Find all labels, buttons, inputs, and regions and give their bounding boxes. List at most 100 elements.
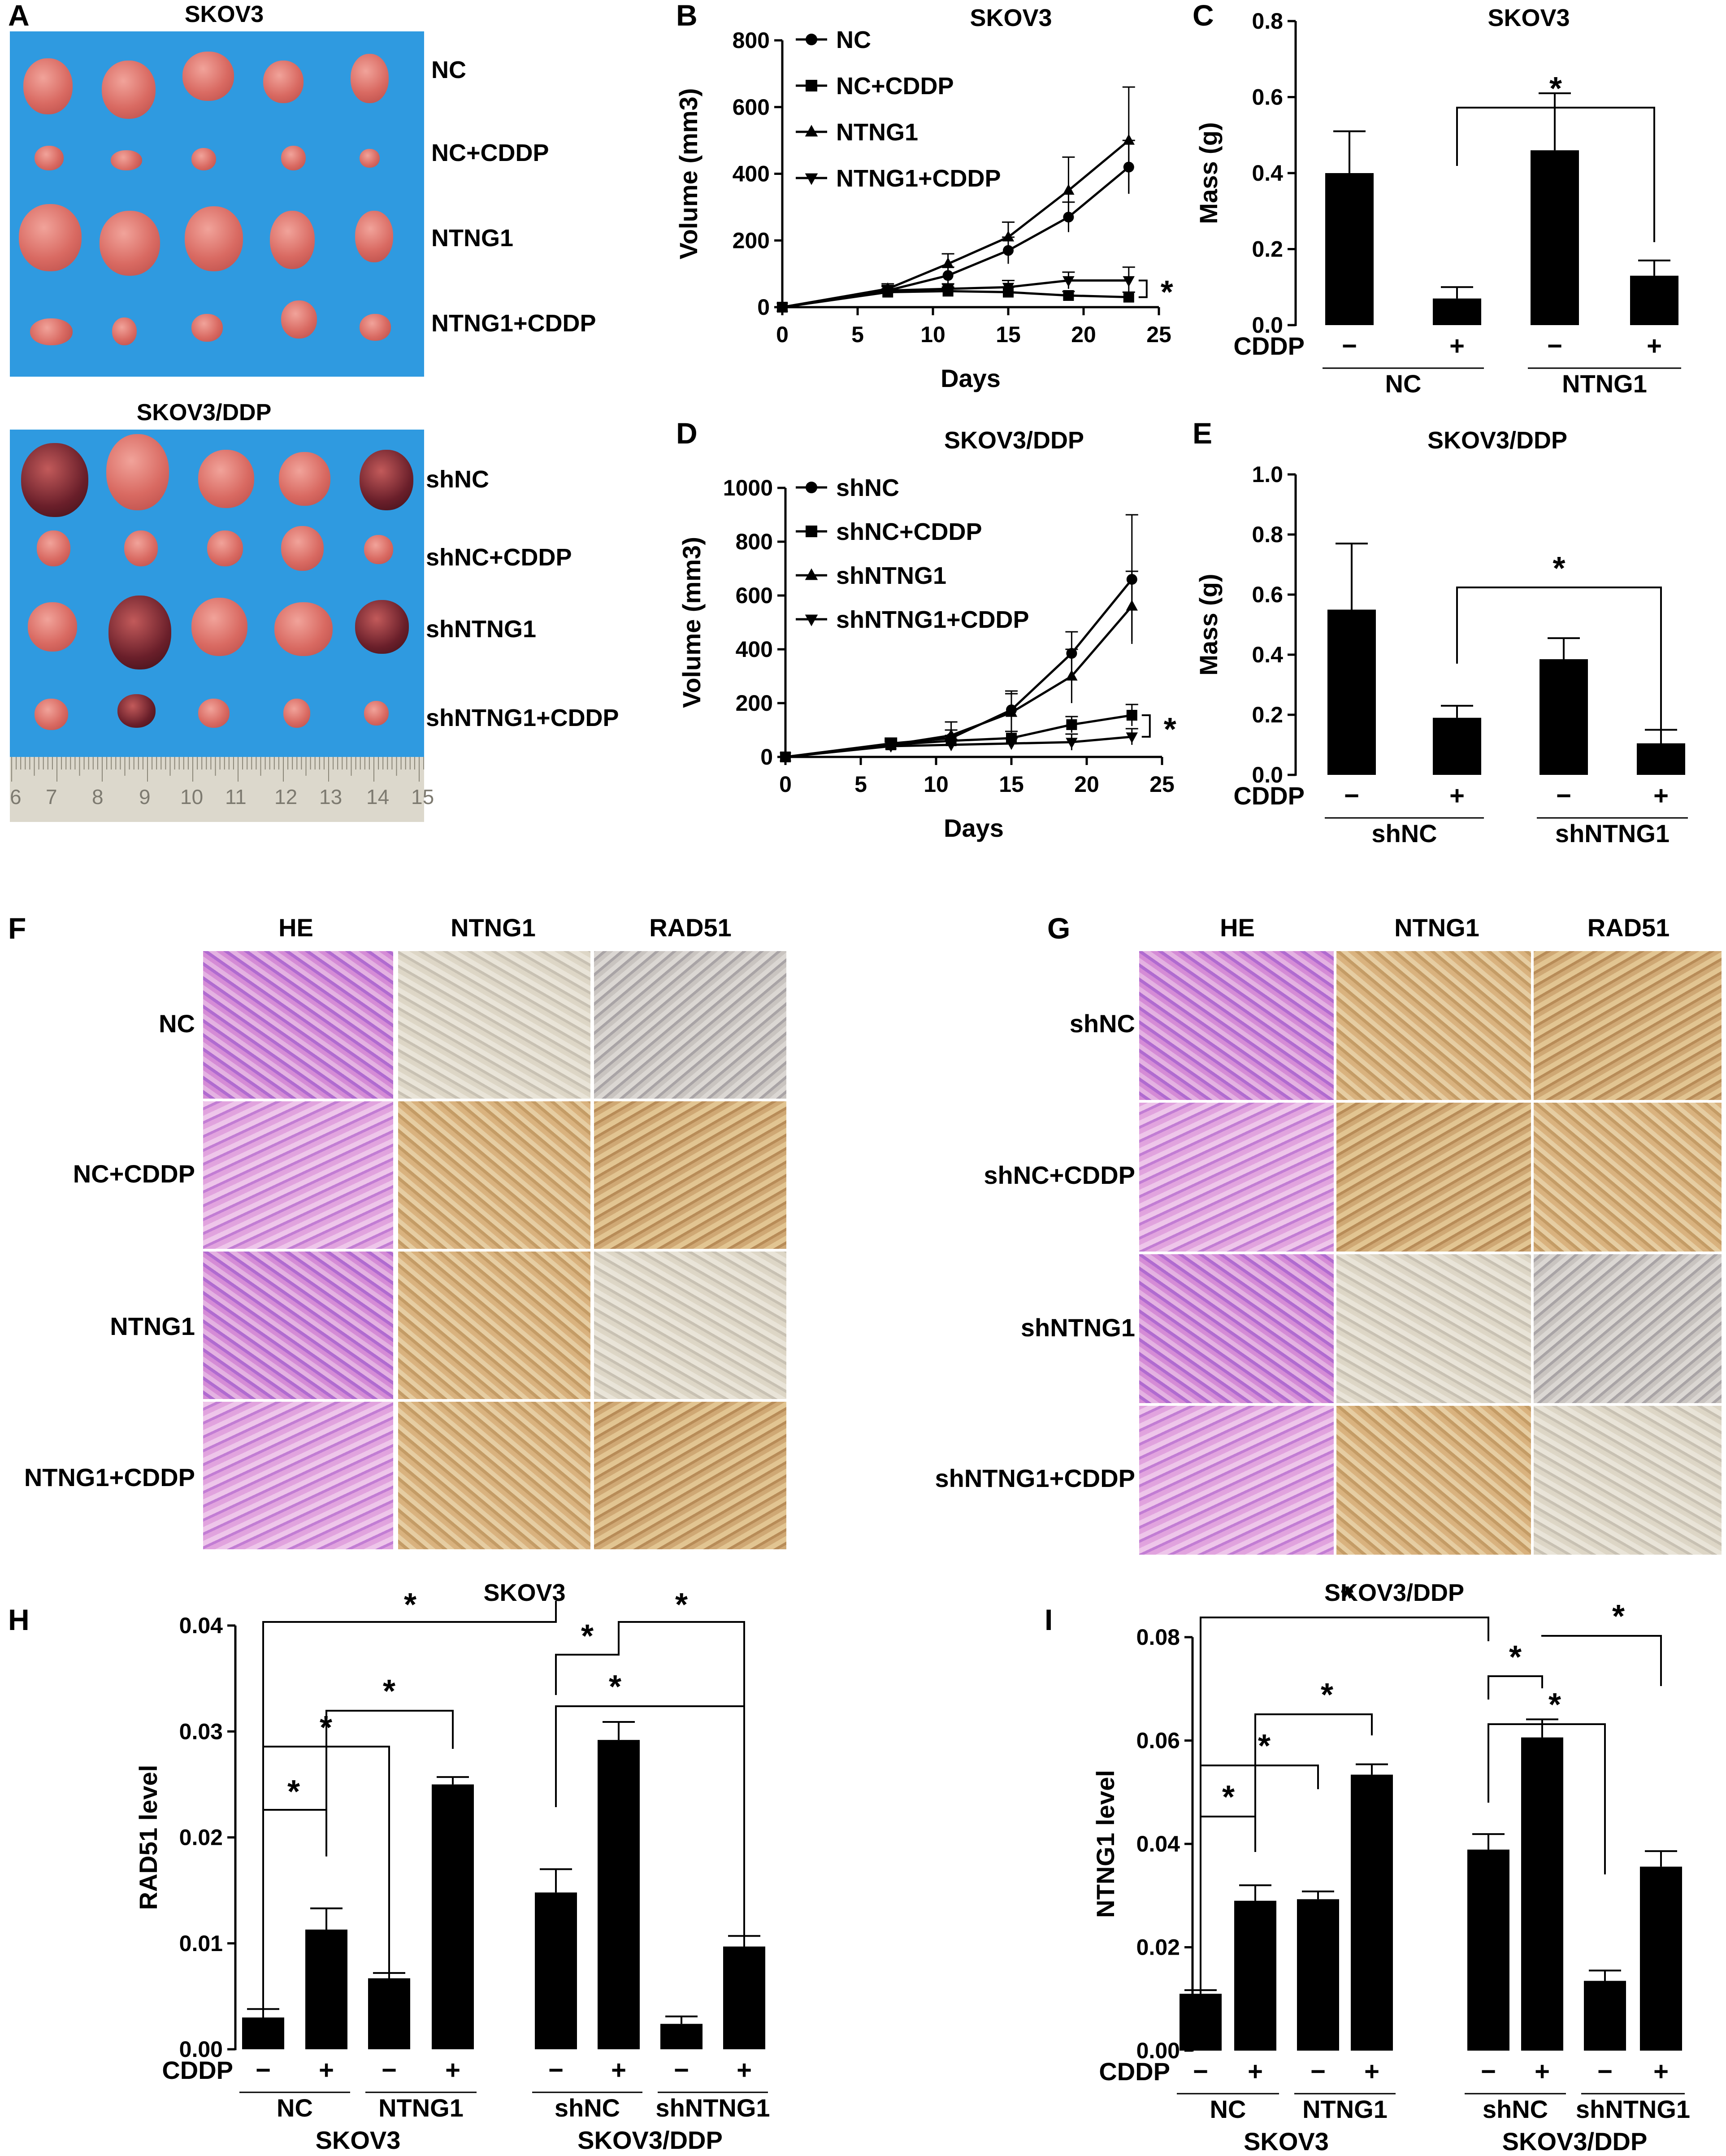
- row-label-skov3ddp-2: shNTNG1: [426, 616, 537, 643]
- series-line: [782, 279, 1129, 309]
- ihc-f-row-0: NC: [159, 1009, 195, 1038]
- cddp-sign: +: [445, 2056, 460, 2085]
- ruler-number: 7: [46, 785, 57, 808]
- cddp-sign: +: [611, 2056, 626, 2085]
- panel-label-g: G: [1047, 912, 1071, 945]
- cddp-sign: +: [1449, 331, 1465, 361]
- tumor: [124, 530, 158, 566]
- tumor: [281, 526, 324, 571]
- tumor: [355, 600, 409, 654]
- y-tick-label: 0.2: [1252, 702, 1283, 727]
- y-tick-label: 0.8: [1252, 9, 1283, 34]
- data-point: [945, 740, 957, 752]
- x-tick-label: 20: [1071, 322, 1096, 347]
- significance-star: *: [1553, 551, 1565, 587]
- significance-bracket: [1487, 1723, 1606, 1874]
- chart-i-ntng1-level: SKOV3/DDP 0.00 0.02 0.04 0.06 0.08 NTNG1 level…: [1091, 1579, 1690, 2156]
- tumor: [198, 699, 230, 728]
- ihc-g-he-shnc: [1138, 950, 1335, 1101]
- bar: [1297, 1899, 1339, 2051]
- y-tick-label: 800: [733, 28, 770, 53]
- ihc-f-he-nc: [202, 950, 395, 1100]
- legend-label: NC: [836, 26, 871, 53]
- bar: [1433, 717, 1481, 775]
- significance-bracket: [1487, 1675, 1543, 1700]
- cddp-sign: +: [319, 2056, 334, 2085]
- ihc-g-rad51-shnc: [1532, 950, 1723, 1101]
- y-tick-label: 800: [736, 529, 773, 554]
- tumor: [207, 530, 243, 566]
- photo-title-skov3: SKOV3: [184, 1, 264, 27]
- bar: [598, 1740, 640, 2049]
- group-label: shNTNG1: [655, 2094, 770, 2122]
- panel-label-f: F: [8, 912, 26, 945]
- significance-star: *: [1612, 1599, 1625, 1634]
- data-point: [806, 34, 817, 45]
- chart-h-rad51-level: SKOV3 0.00 0.01 0.02 0.03 0.04 RAD51 level − + − +…: [134, 1579, 770, 2154]
- bar: [368, 1978, 410, 2049]
- x-tick-label: 25: [1146, 322, 1171, 347]
- bar: [535, 1892, 577, 2049]
- ruler-number: 10: [180, 785, 204, 808]
- ihc-f-ntng1-nccddp: [397, 1100, 592, 1250]
- chart-title: SKOV3: [970, 4, 1052, 31]
- cddp-sign: −: [1597, 2057, 1613, 2086]
- ihc-f-rad51-ntng1cddp: [593, 1400, 788, 1551]
- tumor: [108, 596, 171, 669]
- ihc-f-col-rad51: RAD51: [649, 913, 732, 942]
- group-label: NC: [277, 2094, 313, 2122]
- chart-title: SKOV3/DDP: [1427, 427, 1567, 454]
- bar: [242, 2017, 284, 2049]
- significance-bracket: [1200, 1617, 1489, 1982]
- tumor: [21, 443, 88, 517]
- y-axis-label: Mass (g): [1194, 122, 1223, 224]
- significance-star: *: [287, 1774, 300, 1810]
- data-point: [1002, 283, 1015, 294]
- group-label: NTNG1: [1302, 2095, 1388, 2123]
- tumor: [360, 149, 380, 168]
- chart-e-skov3ddp-mass: SKOV3/DDP 0.0 0.2 0.4 0.6 0.8 1.0 Mass (g) − + − + C…: [1194, 427, 1688, 848]
- row-label-skov3ddp-1: shNC+CDDP: [426, 544, 572, 571]
- ihc-f-row-1: NC+CDDP: [73, 1160, 195, 1188]
- tumor: [270, 211, 315, 269]
- ihc-f-rad51-ntng1: [593, 1250, 788, 1400]
- y-tick-label: 1000: [723, 475, 773, 500]
- ihc-g-he-shntng1cddp: [1138, 1404, 1335, 1556]
- significance-star: *: [1161, 274, 1173, 310]
- cddp-sign: +: [1248, 2057, 1263, 2086]
- legend-label: shNC: [836, 474, 899, 501]
- significance-bracket: [1138, 279, 1148, 298]
- tumor: [102, 61, 156, 119]
- tumor-photo-skov3: [10, 31, 424, 377]
- significance-bracket: [1254, 1713, 1373, 1852]
- significance-star: *: [404, 1587, 416, 1623]
- y-tick-label: 0.6: [1252, 85, 1283, 110]
- data-point: [806, 80, 817, 91]
- bar: [1637, 743, 1685, 775]
- data-point: [805, 614, 818, 626]
- ruler-number: 13: [319, 785, 343, 808]
- tumor: [191, 314, 223, 342]
- data-point: [779, 752, 792, 764]
- legend-label: NTNG1+CDDP: [836, 165, 1001, 192]
- x-tick-label: 5: [851, 322, 864, 347]
- significance-star: *: [1164, 712, 1176, 748]
- tumor: [281, 146, 306, 170]
- tumor: [185, 206, 243, 271]
- bar: [660, 2024, 703, 2049]
- x-axis-label: Days: [944, 814, 1004, 842]
- data-point: [776, 303, 789, 314]
- significance-star: *: [1258, 1728, 1271, 1764]
- significance-bracket: [262, 1601, 557, 2018]
- group-label: NC: [1385, 369, 1422, 398]
- ihc-f-rad51-nc: [593, 950, 788, 1100]
- row-label-skov3ddp-3: shNTNG1+CDDP: [426, 704, 619, 731]
- tumor: [191, 598, 247, 656]
- y-tick-label: 0.2: [1252, 237, 1283, 262]
- tumor: [23, 58, 73, 114]
- ihc-g-rad51-shnccddp: [1532, 1101, 1723, 1253]
- x-tick-label: 20: [1074, 772, 1099, 797]
- bar: [1630, 275, 1678, 325]
- chart-title: SKOV3/DDP: [944, 427, 1084, 454]
- y-axis-label: Volume (mm3): [674, 88, 703, 260]
